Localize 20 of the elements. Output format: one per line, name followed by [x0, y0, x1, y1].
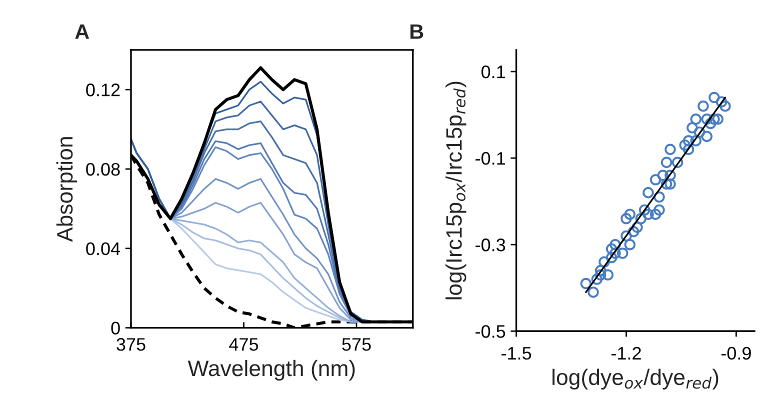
- x-axis-title: Wavelength (nm): [188, 360, 355, 381]
- x-tick-label: -1.2: [611, 346, 641, 360]
- chart-title: A: [75, 24, 90, 39]
- y-tick-label: -0.3: [476, 238, 506, 252]
- x-axis-title: log(dye$_{ox}$/dye$_{red}$): [552, 368, 718, 390]
- y-tick-label: -0.5: [476, 325, 506, 338]
- y-tick-label: 0.12: [86, 84, 120, 96]
- y-tick-label: -0.1: [476, 152, 505, 165]
- chart-title: B: [410, 24, 424, 39]
- x-tick-label: 575: [342, 338, 371, 351]
- y-tick-label: 0.08: [86, 162, 120, 176]
- y-tick-label: 0: [111, 322, 120, 335]
- x-tick-label: -0.9: [721, 346, 751, 360]
- y-tick-label: 0.04: [86, 242, 120, 256]
- y-tick-label: 0.1: [481, 65, 505, 78]
- x-tick-label: 475: [229, 338, 258, 351]
- x-tick-label: -1.5: [502, 347, 532, 360]
- y-axis-title: Absorption: [56, 137, 78, 242]
- y-axis-title: log(Irc15p$_{ox}$/Irc15p$_{red}$): [446, 82, 466, 300]
- x-tick-label: 375: [116, 338, 146, 351]
